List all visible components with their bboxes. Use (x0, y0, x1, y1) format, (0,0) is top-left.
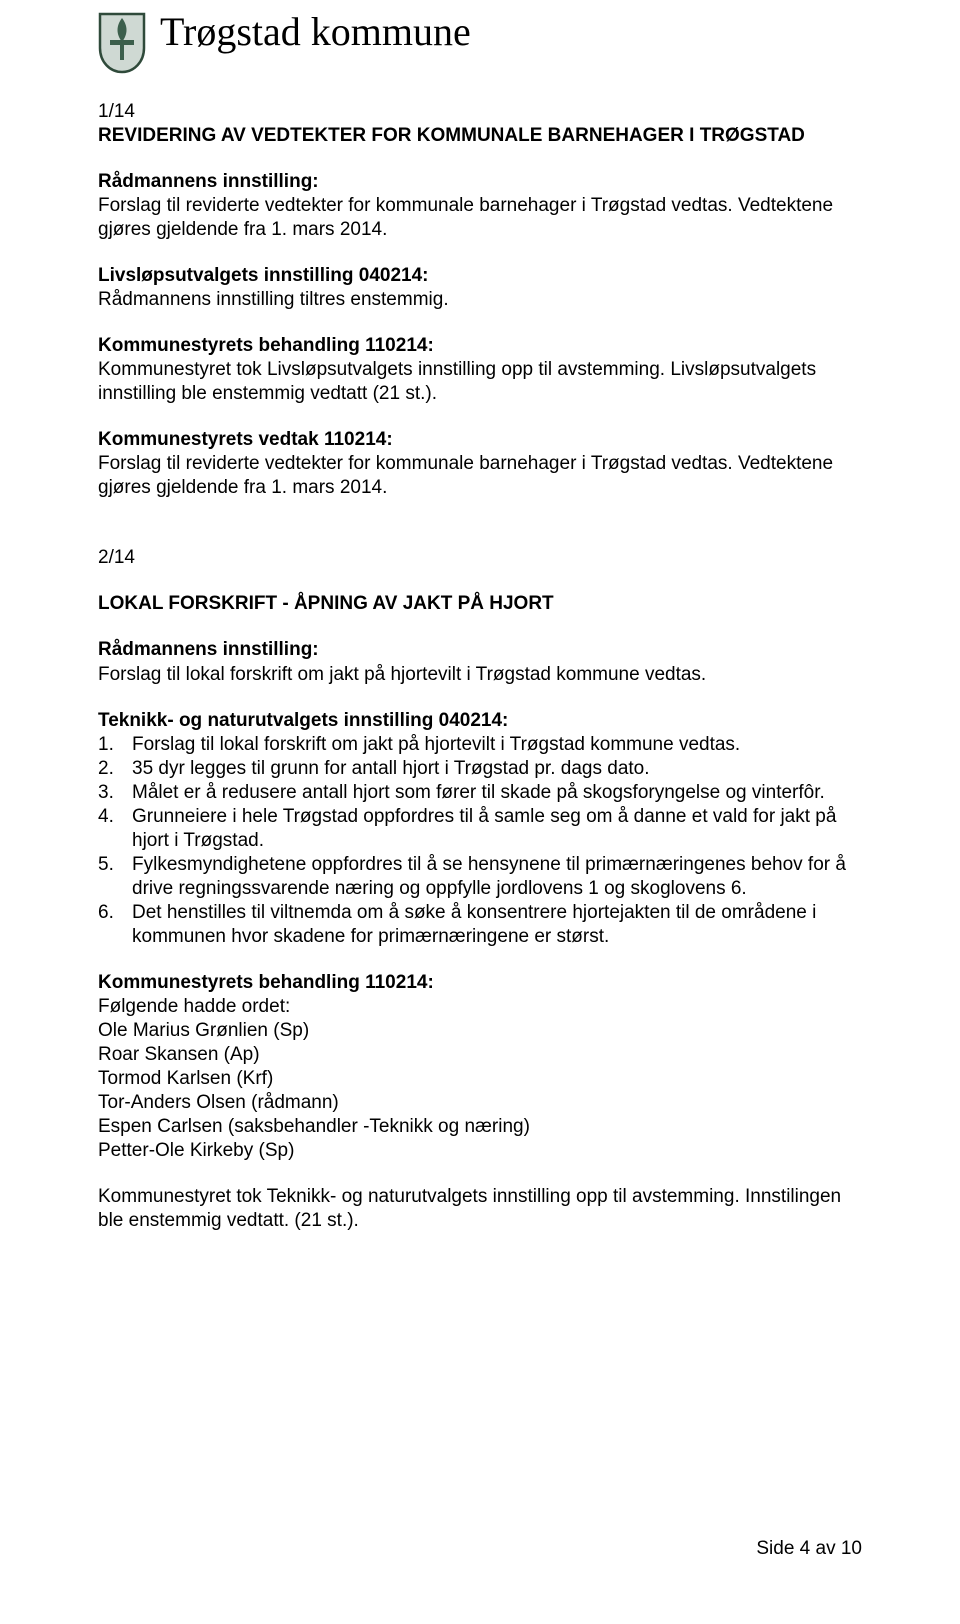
speaker: Tor-Anders Olsen (rådmann) (98, 1091, 862, 1115)
list-item: 35 dyr legges til grunn for antall hjort… (98, 757, 862, 781)
list-item: Grunneiere i hele Trøgstad oppfordres ti… (98, 805, 862, 853)
speakers-intro: Følgende hadde ordet: (98, 995, 862, 1019)
block-heading: Rådmannens innstilling: (98, 170, 862, 194)
outcome-text: Kommunestyret tok Teknikk- og naturutval… (98, 1185, 862, 1233)
document-body: 1/14 REVIDERING AV VEDTEKTER FOR KOMMUNA… (98, 100, 862, 1233)
block-body: Forslag til lokal forskrift om jakt på h… (98, 663, 862, 687)
list-heading: Teknikk- og naturutvalgets innstilling 0… (98, 709, 862, 733)
speaker: Roar Skansen (Ap) (98, 1043, 862, 1067)
speaker: Petter-Ole Kirkeby (Sp) (98, 1139, 862, 1163)
block-body: Rådmannens innstilling tiltres enstemmig… (98, 288, 862, 312)
block-heading: Livsløpsutvalgets innstilling 040214: (98, 264, 862, 288)
block-body: Forslag til reviderte vedtekter for komm… (98, 194, 862, 242)
block-body: Kommunestyret tok Livsløpsutvalgets inns… (98, 358, 862, 406)
section-number: 1/14 (98, 100, 862, 124)
block-heading: Kommunestyrets behandling 110214: (98, 334, 862, 358)
shield-icon (98, 12, 146, 74)
list-item: Målet er å redusere antall hjort som før… (98, 781, 862, 805)
list-item: Forslag til lokal forskrift om jakt på h… (98, 733, 862, 757)
section-number: 2/14 (98, 546, 862, 570)
section-title: LOKAL FORSKRIFT - ÅPNING AV JAKT PÅ HJOR… (98, 592, 862, 616)
list-item: Fylkesmyndighetene oppfordres til å se h… (98, 853, 862, 901)
block-heading: Kommunestyrets vedtak 110214: (98, 428, 862, 452)
speaker: Espen Carlsen (saksbehandler -Teknikk og… (98, 1115, 862, 1139)
page: Trøgstad kommune 1/14 REVIDERING AV VEDT… (0, 0, 960, 1624)
block-heading: Kommunestyrets behandling 110214: (98, 971, 862, 995)
org-name: Trøgstad kommune (160, 11, 471, 53)
page-header: Trøgstad kommune (98, 12, 862, 74)
list-item: Det henstilles til viltnemda om å søke å… (98, 901, 862, 949)
speaker: Ole Marius Grønlien (Sp) (98, 1019, 862, 1043)
speaker: Tormod Karlsen (Krf) (98, 1067, 862, 1091)
block-body: Forslag til reviderte vedtekter for komm… (98, 452, 862, 500)
numbered-list: Forslag til lokal forskrift om jakt på h… (98, 733, 862, 949)
page-footer: Side 4 av 10 (756, 1538, 862, 1560)
block-heading: Rådmannens innstilling: (98, 638, 862, 662)
section-title: REVIDERING AV VEDTEKTER FOR KOMMUNALE BA… (98, 124, 862, 148)
